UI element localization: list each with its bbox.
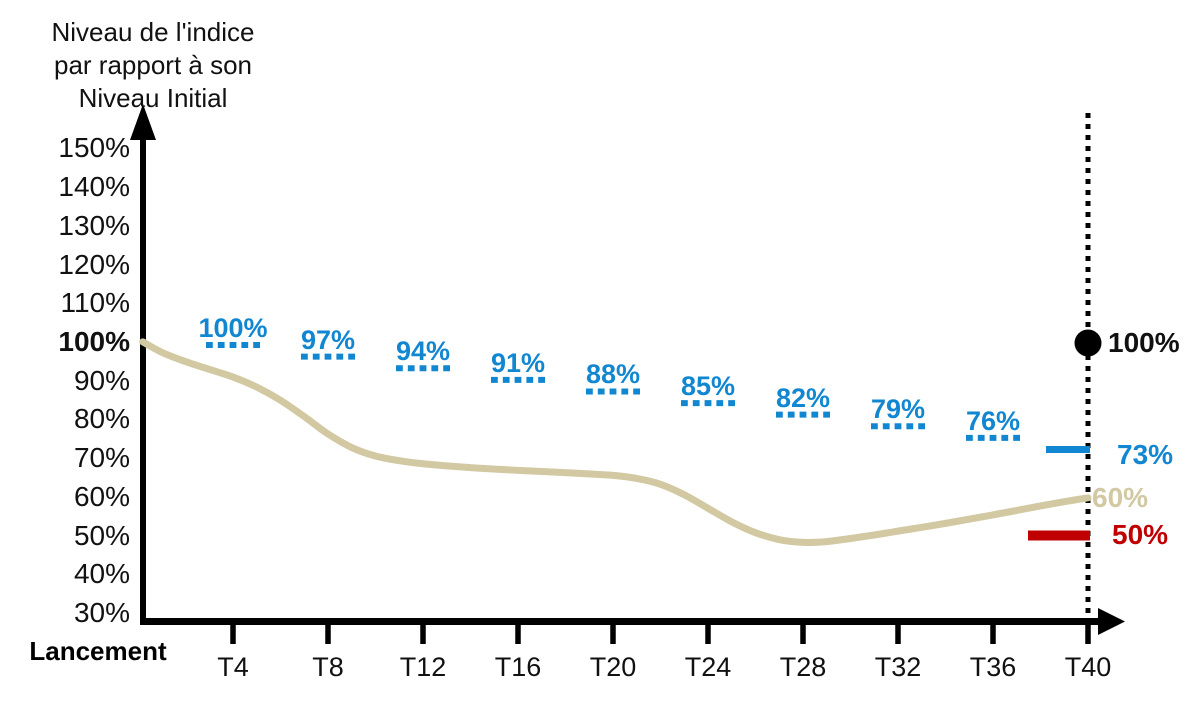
y-tick-label: 80%	[73, 403, 130, 435]
protection-marker-label: 91%	[490, 347, 546, 378]
y-axis-title-line2: par rapport à son	[53, 50, 252, 80]
curve-end-label: 60%	[1092, 482, 1149, 513]
x-axis-arrowhead	[1098, 608, 1125, 635]
y-axis-arrowhead	[130, 104, 156, 140]
x-tick-label: T12	[399, 652, 447, 682]
x-axis-origin-label: Lancement	[29, 636, 167, 666]
initial-level-label: 100%	[1108, 327, 1180, 358]
x-tick-label: T16	[494, 652, 542, 682]
y-tick-label: 30%	[73, 596, 130, 628]
protection-marker-label: 97%	[300, 324, 356, 355]
protection-marker-label: 85%	[680, 371, 736, 402]
protection-marker-label: 88%	[585, 359, 641, 390]
protection-marker-label: 79%	[870, 394, 926, 425]
x-tick-label: T8	[312, 652, 344, 682]
x-tick-label: T4	[217, 652, 249, 682]
x-tick-label: T20	[589, 652, 637, 682]
protection-marker-label: 100%	[198, 313, 268, 343]
y-axis-title-line3: Niveau Initial	[78, 83, 228, 113]
protection-marker-label: 82%	[775, 382, 831, 413]
y-axis-title-line1: Niveau de l'indice	[51, 17, 255, 47]
protection-marker-label: 94%	[395, 336, 451, 367]
index-curve	[139, 338, 1092, 546]
x-tick-label: T28	[779, 652, 827, 682]
y-tick-label: 90%	[73, 364, 130, 396]
y-tick-label: 120%	[58, 248, 130, 280]
y-axis-title: Niveau de l'indice par rapport à son Niv…	[36, 16, 270, 115]
protection-marker-label: 76%	[965, 405, 1021, 436]
x-tick-label: T24	[684, 652, 732, 682]
y-tick-label: 130%	[58, 209, 130, 241]
protection-final-label: 73%	[1117, 439, 1174, 470]
y-tick-label: 100%	[58, 326, 130, 357]
y-tick-label: 70%	[73, 442, 130, 474]
x-tick-label: T32	[874, 652, 922, 682]
initial-level-dot	[1074, 329, 1102, 357]
y-tick-label: 110%	[60, 287, 130, 319]
y-tick-label: 150%	[58, 132, 130, 164]
y-tick-label: 50%	[73, 519, 130, 551]
x-tick-label: T36	[969, 652, 1017, 682]
x-tick-label: T40	[1064, 652, 1112, 682]
floor-label: 50%	[1112, 519, 1169, 550]
y-tick-label: 40%	[73, 558, 130, 590]
y-tick-label: 140%	[58, 171, 130, 203]
y-tick-label: 60%	[73, 480, 130, 512]
